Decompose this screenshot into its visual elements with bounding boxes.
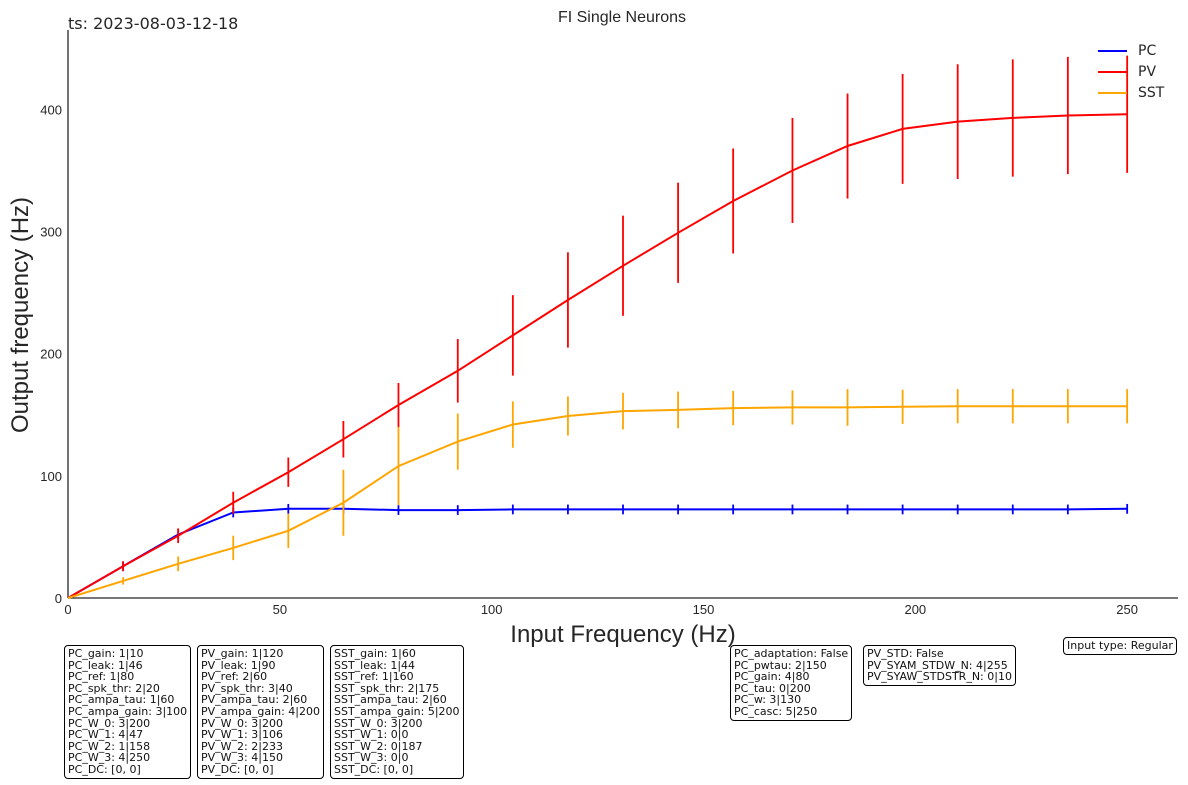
param-line: PC_pwtau: 2|150	[734, 658, 827, 672]
param-line: PV_gain: 1|120	[201, 647, 284, 660]
param-line: PC_W_2: 1|158	[68, 739, 151, 753]
param-line: PV_ampa_gain: 4|200	[201, 704, 320, 718]
pc-params-box: PC_gain: 1|10 PC_leak: 1|46 PC_ref: 1|80 PC…	[64, 645, 192, 779]
param-line: Input type: Regular	[1067, 639, 1173, 652]
x-tick-label: 200	[904, 602, 926, 617]
param-line: PC_casc: 5|250	[734, 704, 818, 718]
param-line: PC_leak: 1|46	[68, 658, 143, 672]
param-line: PC_spk_thr: 2|20	[68, 681, 160, 695]
pv-series-line	[67, 113, 1128, 599]
pc-series-line	[67, 507, 1128, 599]
param-line: PV_spk_thr: 3|40	[201, 681, 293, 695]
param-line: PV_ref: 2|60	[201, 670, 268, 684]
param-line: SST_W_0: 3|200	[334, 716, 423, 730]
x-tick-label: 150	[693, 602, 715, 617]
param-line: PV_leak: 1|90	[201, 658, 276, 672]
y-tick-label: 300	[40, 225, 62, 240]
legend-swatch	[1098, 91, 1127, 94]
y-tick-label: 0	[55, 591, 62, 606]
legend-entry-pv: PV	[1098, 61, 1164, 82]
chart-title: FI Single Neurons	[558, 9, 686, 26]
param-line: PV_W_3: 4|150	[201, 751, 283, 765]
param-line: PC_gain: 4|80	[734, 670, 810, 684]
param-line: PV_W_2: 2|233	[201, 739, 283, 753]
param-line: SST_ampa_tau: 2|60	[334, 693, 447, 707]
param-line: SST_leak: 1|44	[334, 658, 416, 672]
y-tick-label: 100	[40, 469, 62, 484]
legend-label: PV	[1138, 63, 1157, 80]
param-line: PC_W_1: 4|47	[68, 728, 144, 742]
param-line: PV_STD: False	[867, 647, 944, 660]
param-line: SST_gain: 1|60	[334, 647, 416, 660]
param-line: PC_gain: 1|10	[68, 647, 144, 660]
param-line: PV_SYAW_STDSTR_N: 0|10	[867, 670, 1012, 684]
chart-legend: PC PV SST	[1098, 40, 1164, 103]
plot-area: 0 50 100 150 200 250 0 100 200 300 400	[40, 30, 1178, 617]
y-tick-label: 400	[40, 102, 62, 117]
sst-series-line	[67, 405, 1128, 599]
pc-adaptation-params-box: PC_adaptation: False PC_pwtau: 2|150 PC_ga…	[730, 645, 853, 721]
param-line: PC_W_3: 4|250	[68, 751, 151, 765]
param-line: PV_W_0: 3|200	[201, 716, 283, 730]
timestamp-label: ts: 2023-08-03-12-18	[68, 14, 239, 33]
param-line: PC_ref: 1|80	[68, 670, 135, 684]
input-type-box: Input type: Regular	[1063, 637, 1177, 655]
param-line: SST_spk_thr: 2|175	[334, 681, 440, 695]
x-tick-label: 100	[481, 602, 503, 617]
param-line: PV_DC: [0, 0]	[201, 762, 274, 776]
param-line: PC_ampa_tau: 1|60	[68, 693, 175, 707]
param-line: SST_ref: 1|160	[334, 670, 414, 684]
param-line: PV_SYAM_STDW_N: 4|255	[867, 658, 1008, 672]
sst-params-box: SST_gain: 1|60 SST_leak: 1|44 SST_ref: 1|1…	[330, 645, 464, 779]
param-line: SST_W_3: 0|0	[334, 751, 409, 765]
legend-label: PC	[1138, 42, 1157, 59]
x-tick-label: 50	[273, 602, 287, 617]
param-line: PC_W_0: 3|200	[68, 716, 151, 730]
param-line: SST_ampa_gain: 5|200	[334, 704, 460, 718]
pv-params-box: PV_gain: 1|120 PV_leak: 1|90 PV_ref: 2|60 P…	[197, 645, 324, 779]
y-tick-label: 200	[40, 347, 62, 362]
legend-entry-pc: PC	[1098, 40, 1164, 61]
legend-entry-sst: SST	[1098, 82, 1164, 103]
x-tick-label: 0	[64, 602, 71, 617]
param-line: PC_DC: [0, 0]	[68, 762, 141, 776]
param-line: PC_tau: 0|200	[734, 681, 811, 695]
legend-swatch	[1098, 70, 1127, 73]
legend-label: SST	[1138, 84, 1165, 101]
x-tick-label: 250	[1116, 602, 1138, 617]
param-line: SST_W_1: 0|0	[334, 728, 409, 742]
param-line: PC_w: 3|130	[734, 693, 802, 707]
y-axis-label: Output frequency (Hz)	[7, 197, 34, 433]
param-line: PV_W_1: 3|106	[201, 728, 283, 742]
pv-std-params-box: PV_STD: False PV_SYAM_STDW_N: 4|255 PV_SYA…	[863, 645, 1016, 686]
param-line: PC_adaptation: False	[734, 647, 849, 660]
param-line: SST_W_2: 0|187	[334, 739, 423, 753]
legend-swatch	[1098, 49, 1127, 52]
param-line: PC_ampa_gain: 3|100	[68, 704, 188, 718]
param-line: SST_DC: [0, 0]	[334, 762, 414, 776]
x-axis-label: Input Frequency (Hz)	[510, 621, 735, 648]
param-line: PV_ampa_tau: 2|60	[201, 693, 308, 707]
